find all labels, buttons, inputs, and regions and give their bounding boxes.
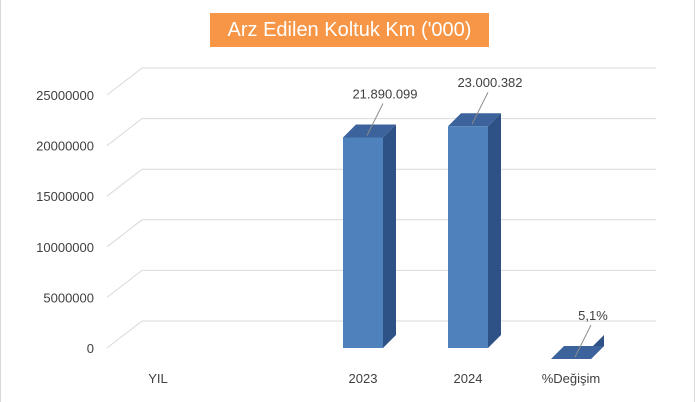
data-labels: 21.890.099 23.000.382 5,1% [352,75,608,358]
gridline [106,67,656,96]
bar-2023 [343,124,396,348]
x-tick-label: 2023 [349,371,378,386]
bar-side-face [488,113,501,348]
bar-front-face [448,126,488,348]
y-tick-label: 0 [87,341,94,356]
data-label-leader-line [471,92,489,125]
bar--değişim [551,335,604,359]
data-label: 23.000.382 [457,75,522,90]
data-label-leader-line [574,324,592,358]
chart-title: Arz Edilen Koltuk Km ('000) [210,13,489,47]
bar-side-face [383,124,396,348]
x-tick-label: %Değişim [542,371,601,386]
y-tick-label: 10000000 [36,240,94,255]
y-tick-label: 5000000 [43,290,94,305]
y-tick-label: 15000000 [36,189,94,204]
bar-2024 [448,113,501,348]
y-axis-tick-labels: 0 5000000 10000000 15000000 20000000 25000000 [36,88,94,356]
x-tick-label: 2024 [454,371,483,386]
bars [343,113,604,359]
data-label: 21.890.099 [352,86,417,101]
y-tick-label: 25000000 [36,88,94,103]
y-tick-label: 20000000 [36,139,94,154]
data-label-leader-line [366,103,384,136]
bar-front-face [343,137,383,348]
x-tick-label: YIL [148,371,168,386]
x-axis-tick-labels: YIL 2023 2024 %Değişim [148,371,600,386]
data-label: 5,1% [578,308,608,323]
